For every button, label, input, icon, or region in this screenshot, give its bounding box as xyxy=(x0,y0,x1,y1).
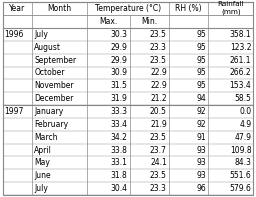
Text: December: December xyxy=(34,94,74,103)
Text: 33.1: 33.1 xyxy=(111,158,127,167)
Text: 93: 93 xyxy=(196,171,206,180)
Text: 23.5: 23.5 xyxy=(150,56,167,65)
Text: RH (%): RH (%) xyxy=(175,4,202,13)
Text: 22.9: 22.9 xyxy=(150,69,167,77)
Text: 358.1: 358.1 xyxy=(230,30,251,39)
Text: July: July xyxy=(34,30,48,39)
Text: November: November xyxy=(34,81,74,90)
Text: 30.3: 30.3 xyxy=(111,30,127,39)
Text: 31.8: 31.8 xyxy=(111,171,127,180)
Text: 153.4: 153.4 xyxy=(230,81,251,90)
Text: March: March xyxy=(34,133,58,142)
Text: Temperature (°C): Temperature (°C) xyxy=(95,4,161,13)
Text: 95: 95 xyxy=(196,30,206,39)
Text: July: July xyxy=(34,184,48,193)
Text: 94: 94 xyxy=(196,94,206,103)
Text: 0.0: 0.0 xyxy=(239,107,251,116)
Text: 30.9: 30.9 xyxy=(111,69,127,77)
Text: 96: 96 xyxy=(196,184,206,193)
Text: 266.2: 266.2 xyxy=(230,69,251,77)
Text: 23.7: 23.7 xyxy=(150,146,167,155)
Text: 29.9: 29.9 xyxy=(111,56,127,65)
Text: February: February xyxy=(34,120,69,129)
Text: 33.4: 33.4 xyxy=(111,120,127,129)
Text: 261.1: 261.1 xyxy=(230,56,251,65)
Text: 31.9: 31.9 xyxy=(111,94,127,103)
Text: 22.9: 22.9 xyxy=(150,81,167,90)
Text: May: May xyxy=(34,158,50,167)
Text: 23.5: 23.5 xyxy=(150,171,167,180)
Text: Max.: Max. xyxy=(99,17,118,26)
Text: 23.3: 23.3 xyxy=(150,43,167,52)
Text: Month: Month xyxy=(48,4,72,13)
Text: 93: 93 xyxy=(196,158,206,167)
Text: 4.9: 4.9 xyxy=(239,120,251,129)
Text: 31.5: 31.5 xyxy=(111,81,127,90)
Text: 579.6: 579.6 xyxy=(230,184,251,193)
Text: 30.4: 30.4 xyxy=(111,184,127,193)
Text: 92: 92 xyxy=(196,120,206,129)
Text: 93: 93 xyxy=(196,146,206,155)
Text: Year: Year xyxy=(9,4,26,13)
Text: Min.: Min. xyxy=(141,17,157,26)
Text: 23.5: 23.5 xyxy=(150,30,167,39)
Text: 34.2: 34.2 xyxy=(111,133,127,142)
Text: 29.9: 29.9 xyxy=(111,43,127,52)
Text: 551.6: 551.6 xyxy=(230,171,251,180)
Text: 33.3: 33.3 xyxy=(111,107,127,116)
Text: 95: 95 xyxy=(196,43,206,52)
Text: April: April xyxy=(34,146,52,155)
Text: 21.9: 21.9 xyxy=(150,120,167,129)
Text: 33.8: 33.8 xyxy=(111,146,127,155)
Text: January: January xyxy=(34,107,63,116)
Text: September: September xyxy=(34,56,77,65)
Text: 109.8: 109.8 xyxy=(230,146,251,155)
Text: 24.1: 24.1 xyxy=(150,158,167,167)
Text: 95: 95 xyxy=(196,81,206,90)
Text: June: June xyxy=(34,171,51,180)
Text: 58.5: 58.5 xyxy=(234,94,251,103)
Text: 84.3: 84.3 xyxy=(234,158,251,167)
Text: 92: 92 xyxy=(196,107,206,116)
Text: 21.2: 21.2 xyxy=(150,94,167,103)
Text: 20.5: 20.5 xyxy=(150,107,167,116)
Text: 91: 91 xyxy=(196,133,206,142)
Text: 95: 95 xyxy=(196,69,206,77)
Text: 95: 95 xyxy=(196,56,206,65)
Text: 123.2: 123.2 xyxy=(230,43,251,52)
Text: October: October xyxy=(34,69,65,77)
Text: 47.9: 47.9 xyxy=(234,133,251,142)
Text: 1997: 1997 xyxy=(5,107,24,116)
Text: 23.5: 23.5 xyxy=(150,133,167,142)
Text: August: August xyxy=(34,43,61,52)
Text: Rainfall
(mm): Rainfall (mm) xyxy=(217,2,244,16)
Text: 23.3: 23.3 xyxy=(150,184,167,193)
Text: 1996: 1996 xyxy=(5,30,24,39)
